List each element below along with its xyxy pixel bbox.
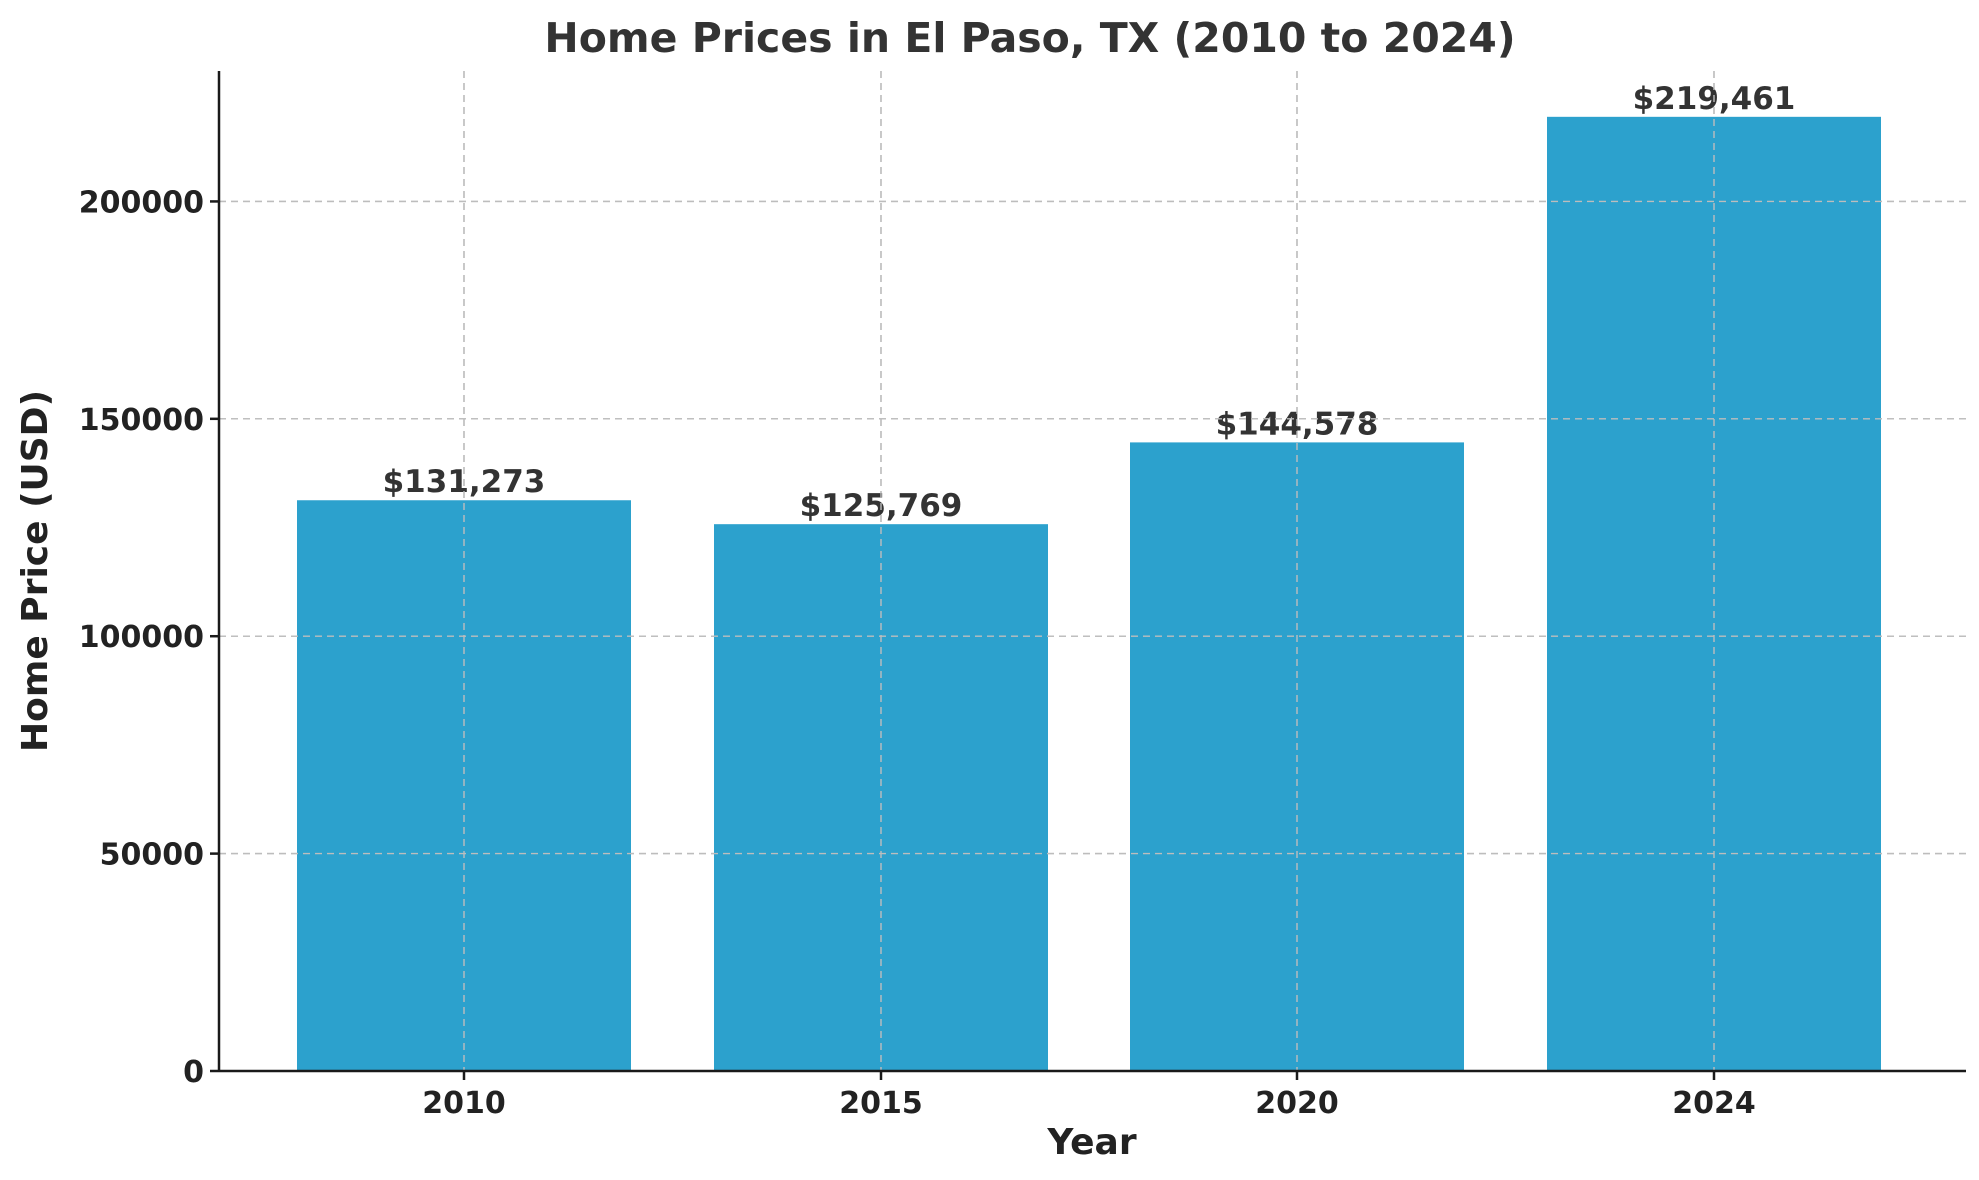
- y-tick-label: 50000: [100, 838, 204, 873]
- x-tick-label-2020: 2020: [1255, 1086, 1339, 1121]
- ticks-layer: 0 50000 100000 150000 200000 2010 2015 2020 2024: [79, 185, 1756, 1121]
- x-tick-label-2024: 2024: [1672, 1086, 1756, 1121]
- data-labels-layer: $131,273$125,769$144,578$219,461: [219, 71, 1966, 1071]
- chart-title: Home Prices in El Paso, TX (2010 to 2024…: [544, 14, 1515, 62]
- y-tick-label: 200000: [79, 185, 204, 220]
- y-tick-label: 0: [183, 1055, 204, 1090]
- y-axis-label: Home Price (USD): [15, 390, 56, 752]
- x-tick-label-2015: 2015: [839, 1086, 923, 1121]
- x-axis-label: Year: [1046, 1122, 1136, 1163]
- y-tick-label: 150000: [79, 403, 204, 438]
- y-tick-label: 100000: [79, 620, 204, 655]
- bars-layer: [297, 116, 1881, 1072]
- x-tick-label-2010: 2010: [422, 1086, 506, 1121]
